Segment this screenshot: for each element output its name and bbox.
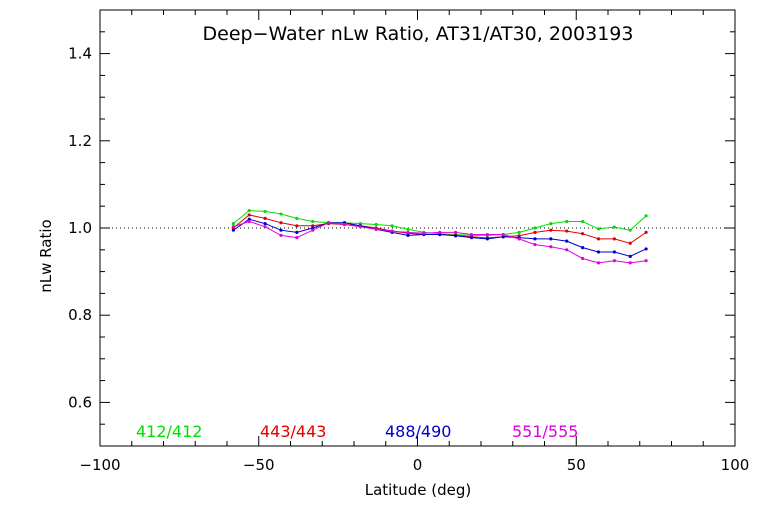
x-tick-label: −100: [79, 456, 120, 474]
x-tick-label: 50: [567, 456, 586, 474]
data-point: [263, 209, 267, 214]
data-point: [390, 229, 394, 233]
data-point: [628, 241, 632, 245]
data-point: [422, 231, 426, 235]
data-point: [549, 245, 553, 249]
data-point: [469, 232, 474, 237]
data-point: [454, 230, 458, 234]
data-point: [549, 222, 553, 226]
data-point: [581, 219, 585, 224]
legend-entry: 551/555: [512, 422, 578, 441]
data-point: [231, 222, 235, 226]
data-point: [327, 221, 331, 225]
axis-ticks: [99, 9, 736, 447]
data-point: [358, 225, 362, 229]
data-point: [612, 225, 616, 229]
data-point: [581, 246, 585, 250]
x-axis-label: Latitude (deg): [365, 481, 471, 499]
legend-entry: 443/443: [260, 422, 326, 441]
data-point: [612, 237, 616, 241]
y-tick-label: 0.6: [68, 393, 92, 411]
legend-entry: 488/490: [385, 422, 451, 441]
y-tick-label: 1.4: [68, 45, 92, 63]
data-point: [231, 225, 235, 229]
data-point: [263, 216, 267, 221]
data-point: [644, 230, 648, 234]
data-point: [644, 247, 648, 251]
data-point: [565, 219, 569, 224]
chart-title: Deep−Water nLw Ratio, AT31/AT30, 2003193: [203, 23, 634, 45]
data-point: [517, 237, 521, 241]
data-point: [295, 224, 299, 228]
y-tick-label: 0.8: [68, 306, 92, 324]
data-point: [485, 232, 489, 237]
data-point: [533, 230, 537, 234]
data-point: [279, 228, 283, 232]
data-point: [549, 237, 553, 241]
data-point: [311, 228, 315, 232]
data-point: [612, 259, 616, 263]
data-point: [485, 237, 489, 241]
data-point: [247, 208, 251, 213]
data-point: [247, 213, 251, 217]
data-point: [565, 248, 569, 252]
data-point: [581, 232, 585, 236]
data-point: [517, 230, 521, 234]
data-point: [565, 229, 569, 233]
data-point: [596, 250, 601, 254]
data-point: [533, 237, 537, 241]
data-point: [533, 226, 537, 230]
x-tick-labels: −100 −50 0 50 100: [79, 456, 749, 474]
y-tick-label: 1.0: [68, 219, 92, 237]
data-point: [406, 227, 410, 231]
data-point: [644, 259, 648, 263]
y-tick-label: 1.2: [68, 132, 92, 150]
data-point: [628, 254, 632, 258]
data-point: [469, 235, 474, 240]
data-point: [581, 256, 585, 261]
data-point: [263, 225, 267, 229]
x-tick-label: −50: [243, 456, 275, 474]
data-point: [501, 232, 505, 237]
data-point: [279, 233, 283, 238]
legend-entry: 412/412: [136, 422, 202, 441]
data-point: [279, 212, 283, 216]
data-point: [565, 239, 569, 243]
data-point: [628, 228, 632, 232]
data-point: [549, 228, 553, 232]
data-point: [438, 230, 442, 234]
data-point: [596, 237, 601, 241]
data-point: [279, 221, 283, 225]
data-point: [263, 222, 267, 226]
data-point: [311, 219, 315, 224]
data-point: [247, 219, 251, 224]
data-point: [612, 250, 616, 254]
x-tick-label: 100: [721, 456, 750, 474]
series-group: [231, 208, 648, 265]
data-point: [406, 233, 410, 238]
x-tick-label: 0: [413, 456, 423, 474]
legend: 412/412 443/443 488/490 551/555: [136, 422, 578, 441]
data-point: [644, 214, 648, 218]
data-point: [342, 222, 347, 227]
data-point: [596, 261, 601, 265]
data-point: [596, 227, 601, 231]
data-point: [374, 227, 378, 231]
y-tick-labels: 0.6 0.8 1.0 1.2 1.4: [68, 45, 92, 412]
data-point: [374, 222, 378, 227]
data-point: [406, 230, 410, 234]
data-point: [628, 261, 632, 265]
data-point: [295, 230, 299, 234]
data-point: [295, 235, 299, 240]
data-point: [295, 216, 299, 221]
y-axis-label: nLw Ratio: [37, 219, 55, 292]
data-point: [454, 234, 458, 238]
data-point: [390, 224, 394, 228]
data-point: [533, 242, 537, 247]
data-point: [231, 228, 235, 232]
